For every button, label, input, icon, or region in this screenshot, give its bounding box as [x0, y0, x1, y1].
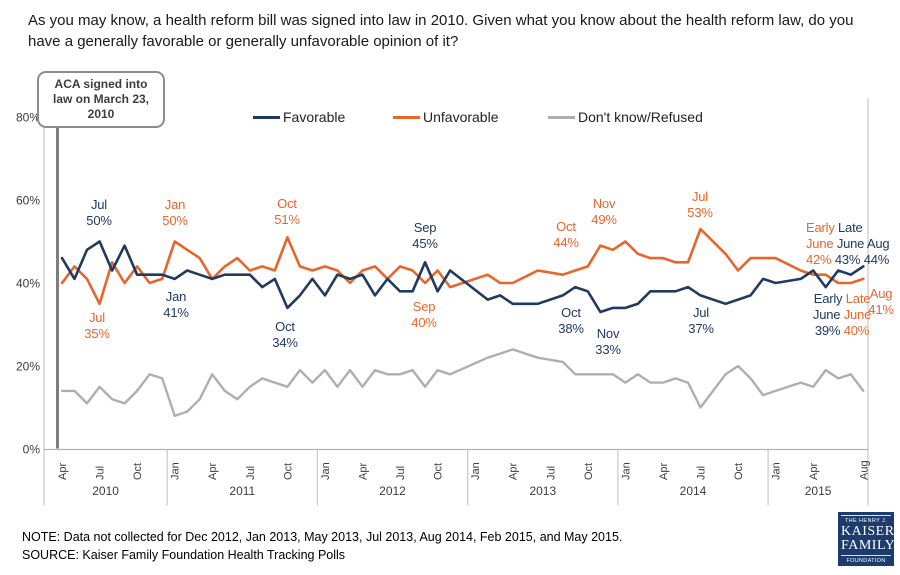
y-tick-label: 40%	[16, 277, 40, 291]
logo-line-family: FAMILY	[841, 538, 896, 553]
y-tick-label: 60%	[16, 194, 40, 208]
aca-callout-box: ACA signed into law on March 23, 2010	[37, 71, 165, 128]
year-label: 2012	[379, 484, 406, 498]
y-tick-label: 20%	[16, 360, 40, 374]
x-tick-label: Apr	[207, 463, 219, 480]
series-line-favorable	[60, 240, 865, 314]
x-tick-label: Oct	[583, 463, 595, 480]
x-tick-label: Apr	[358, 463, 370, 480]
y-tick-label: 0%	[23, 443, 41, 457]
x-tick-label: Oct	[132, 463, 144, 480]
kff-logo: THE HENRY J. KAISER FAMILY FOUNDATION	[838, 512, 896, 566]
x-tick-label: Jan	[771, 462, 783, 480]
logo-line-kaiser: KAISER	[841, 524, 895, 539]
x-tick-label: Oct	[433, 463, 445, 480]
source-text: SOURCE: Kaiser Family Foundation Health …	[22, 548, 346, 562]
x-tick-label: Apr	[808, 463, 820, 480]
logo-line-foundation: FOUNDATION	[841, 555, 891, 565]
x-tick-label: Oct	[282, 463, 294, 480]
year-label: 2015	[805, 484, 832, 498]
year-label: 2011	[229, 484, 255, 498]
note-text: NOTE: Data not collected for Dec 2012, J…	[22, 530, 623, 544]
x-tick-label: Oct	[733, 463, 745, 480]
page-title: As you may know, a health reform bill wa…	[28, 12, 854, 50]
logo-line-henry: THE HENRY J.	[841, 515, 891, 525]
x-tick-label: Apr	[658, 463, 670, 480]
x-tick-label: Jan	[620, 462, 632, 480]
x-tick-label: Jan	[320, 462, 332, 480]
footnotes: NOTE: Data not collected for Dec 2012, J…	[22, 528, 622, 564]
x-tick-label: Apr	[57, 463, 69, 480]
series-line-unfavorable	[60, 227, 865, 306]
x-tick-label: Jul	[245, 466, 257, 480]
series-line-don-t-know-refused	[60, 348, 865, 417]
x-tick-label: Jan	[470, 462, 482, 480]
x-tick-label: Apr	[508, 463, 520, 480]
x-tick-label: Jul	[95, 466, 107, 480]
y-tick-label: 80%	[16, 111, 40, 125]
x-tick-label: Jul	[395, 466, 407, 480]
year-label: 2014	[680, 484, 707, 498]
x-tick-label: Aug	[858, 460, 870, 480]
aca-callout-text: ACA signed into law on March 23, 2010	[52, 77, 150, 121]
x-tick-label: Jan	[170, 462, 182, 480]
x-tick-label: Jul	[696, 466, 708, 480]
year-label: 2013	[529, 484, 556, 498]
year-label: 2010	[92, 484, 119, 498]
x-tick-label: Jul	[545, 466, 557, 480]
